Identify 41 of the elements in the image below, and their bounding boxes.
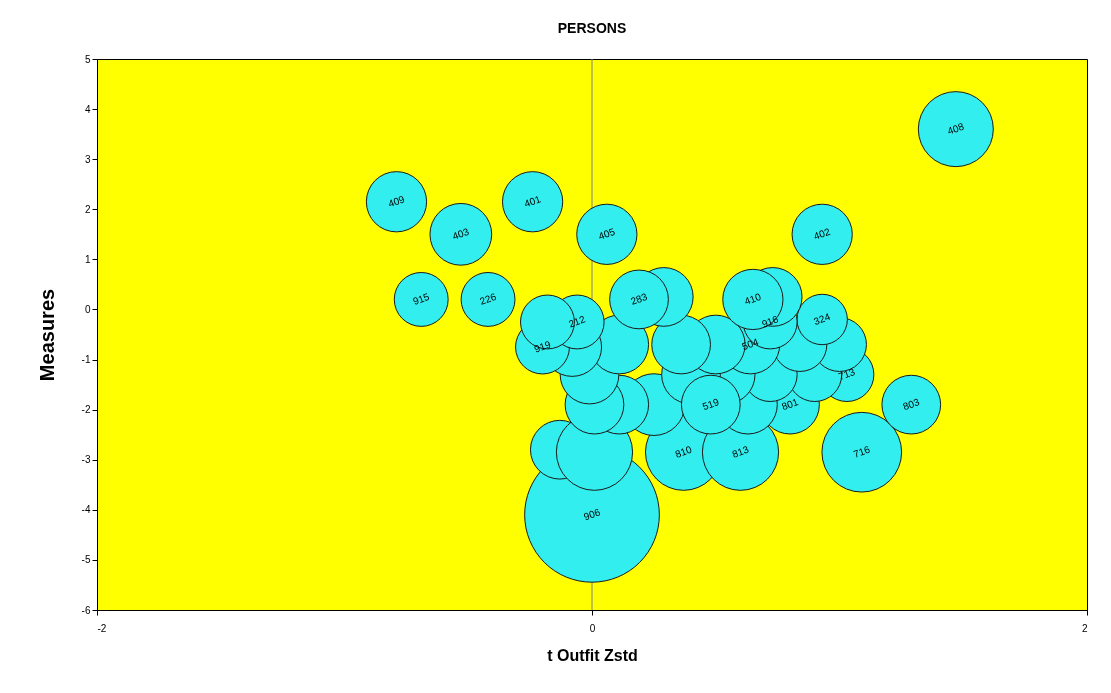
x-tick-label: 2 [1081,622,1088,634]
chart-title: PERSONS [557,20,627,36]
y-tick-label: -6 [81,604,91,616]
y-tick-label: 2 [84,203,91,215]
y-tick-label: -5 [81,554,91,566]
annotation: 713 [837,365,857,383]
y-tick-label: -2 [81,404,91,416]
annotation: 403 [450,225,471,242]
annotation: 409 [386,193,407,210]
annotation: 283 [629,290,649,307]
annotation: 915 [411,290,432,307]
y-tick-label: 4 [84,103,91,115]
annotation: 716 [851,443,872,460]
annotation: 919 [532,338,553,355]
annotation: 906 [582,506,602,523]
annotation: 212 [567,313,588,330]
annotation: 408 [945,120,966,137]
annotation: 916 [760,313,781,330]
y-tick-label: 0 [84,303,91,315]
annotation: 519 [700,395,721,413]
y-tick-label: -4 [81,504,91,516]
y-tick-label: 3 [84,153,91,165]
y-tick-label: -1 [81,354,91,366]
annotation: 803 [901,395,922,413]
annotation: 324 [812,310,833,328]
annotation: 402 [812,225,833,242]
y-tick-label: 5 [84,53,91,65]
annotation: 401 [522,193,543,210]
annotation: 405 [596,225,617,242]
y-tick-label: 1 [84,253,91,265]
y-axis-title: Measures [35,288,58,382]
x-axis-title: t Outfit Zstd [547,646,638,664]
annotation: 810 [673,443,694,460]
annotation: 813 [730,443,751,460]
annotation: 410 [742,290,763,307]
annotation: 504 [740,335,761,353]
y-tick-label: -3 [81,454,91,466]
annotation: 801 [780,395,800,413]
annotation: 226 [478,290,499,307]
x-tick-label: -2 [97,622,107,634]
x-tick-label: 0 [589,622,596,634]
